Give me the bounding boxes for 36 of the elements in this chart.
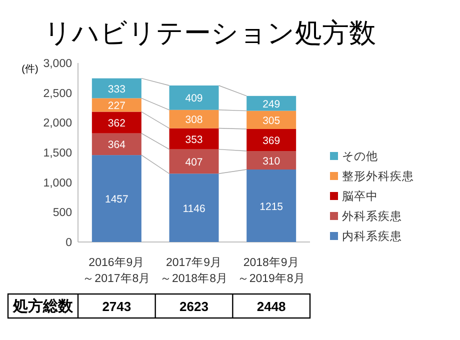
chart-title: リハビリテーション処方数: [44, 18, 376, 48]
y-tick-label: 3,000: [43, 58, 72, 70]
data-label: 305: [262, 114, 280, 127]
legend-label: 内科系疾患: [342, 230, 402, 243]
y-tick-label: 1,000: [43, 177, 72, 190]
data-label: 310: [262, 155, 280, 168]
y-tick-label: 500: [52, 207, 72, 220]
data-label: 409: [185, 92, 203, 105]
y-tick-label: 2,000: [43, 118, 72, 130]
y-tick-label: 0: [66, 237, 72, 249]
data-label: 369: [262, 135, 280, 147]
y-tick-label: 2,500: [43, 88, 72, 100]
data-label: 227: [108, 100, 126, 112]
legend-label: 整形外科疾患: [342, 170, 414, 183]
data-label: 333: [108, 83, 126, 96]
x-tick-label: 2016年9月～2017年8月: [82, 256, 151, 285]
data-label: 1146: [182, 202, 206, 215]
data-label: 362: [108, 118, 126, 130]
data-label: 308: [185, 114, 203, 126]
legend-label: 外科系疾患: [342, 210, 402, 223]
data-label: 364: [108, 139, 126, 152]
data-label: 1215: [260, 200, 284, 213]
text: 2623: [180, 299, 208, 314]
data-label: 249: [262, 98, 280, 110]
data-label: 353: [185, 134, 203, 146]
text: 2743: [102, 299, 132, 314]
data-label: 1457: [104, 194, 129, 206]
data-label: 407: [185, 156, 203, 168]
text: 処方総数: [12, 297, 74, 315]
y-axis-title: (件): [22, 64, 38, 75]
legend-label: 脳卒中: [342, 189, 378, 203]
legend-label: その他: [342, 150, 378, 163]
x-tick-label: 2018年9月～2019年8月: [237, 256, 306, 285]
y-tick-label: 1,500: [43, 148, 72, 160]
text: 2448: [256, 299, 286, 314]
x-tick-label: 2017年9月～2018年8月: [160, 256, 228, 285]
